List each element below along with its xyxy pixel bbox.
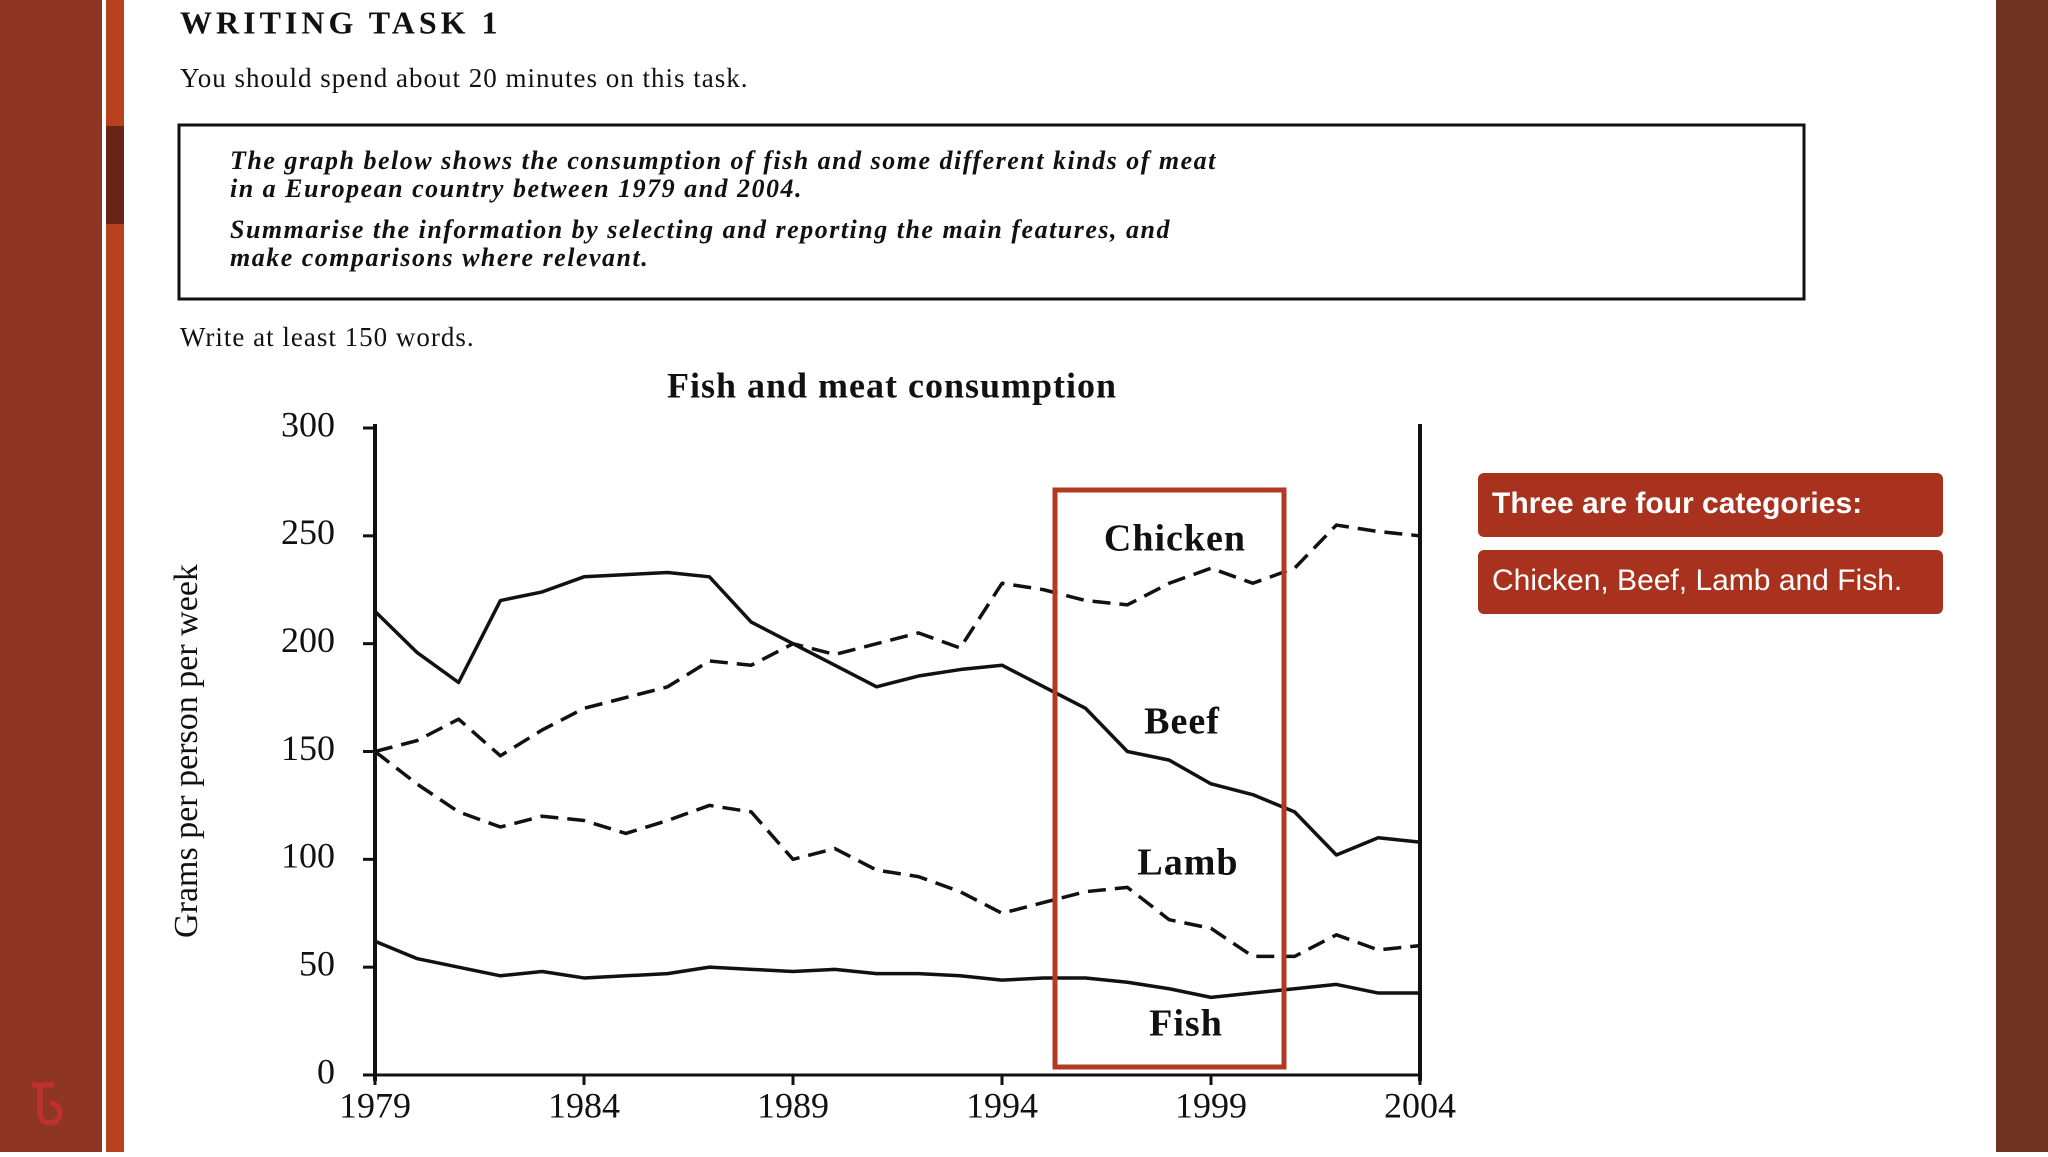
prompt-line: in a European country between 1979 and 2… [230, 174, 803, 203]
logo [32, 1082, 63, 1126]
series-label: Lamb [1137, 842, 1238, 884]
highlight-box [1052, 487, 1287, 1070]
y-tick-label: 0 [317, 1051, 335, 1091]
x-tick-label: 1994 [966, 1085, 1038, 1125]
callout-text: Chicken, Beef, Lamb and Fish. [1492, 564, 1902, 597]
x-tick-label: 1979 [339, 1085, 411, 1125]
series-label: Beef [1144, 701, 1220, 743]
y-tick-label: 300 [281, 404, 335, 444]
y-tick-label: 150 [281, 728, 335, 768]
prompt-line: make comparisons where relevant. [230, 243, 649, 272]
time-note: You should spend about 20 minutes on thi… [180, 63, 749, 93]
series-line [373, 570, 1421, 857]
x-tick-label: 1999 [1175, 1085, 1247, 1125]
chart-title: Fish and meat consumption [667, 365, 1117, 405]
left-band [0, 0, 102, 1152]
y-tick-label: 100 [281, 836, 335, 876]
y-tick-label: 250 [281, 512, 335, 552]
callout-text: Three are four categories: [1492, 487, 1862, 520]
series-line [373, 750, 1421, 959]
x-tick-label: 2004 [1384, 1085, 1456, 1125]
callout-box [1478, 473, 1943, 537]
right-band [1996, 0, 2048, 1152]
word-note: Write at least 150 words. [180, 322, 475, 352]
series-label: Fish [1149, 1003, 1223, 1045]
plot: 0 50 100 150 200 250 300 1979 1984 1989 1994 1999 20… [281, 404, 1456, 1125]
prompt-box [177, 123, 1806, 301]
x-tick-label: 1989 [757, 1085, 829, 1125]
y-axis-label: Grams per person per week [168, 564, 205, 938]
left-stripe [106, 0, 124, 1152]
y-tick-label: 200 [281, 620, 335, 660]
left-stripe-dark [106, 126, 124, 224]
x-tick-label: 1984 [548, 1085, 620, 1125]
prompt-line: Summarise the information by selecting a… [230, 215, 1171, 244]
series-label: Chicken [1104, 518, 1246, 560]
series-line [374, 523, 1421, 758]
task-heading: WRITING TASK 1 [180, 4, 502, 40]
callout-box [1478, 550, 1943, 614]
prompt-line: The graph below shows the consumption of… [230, 146, 1217, 175]
y-tick-label: 50 [299, 943, 335, 983]
series-line [374, 939, 1420, 1000]
